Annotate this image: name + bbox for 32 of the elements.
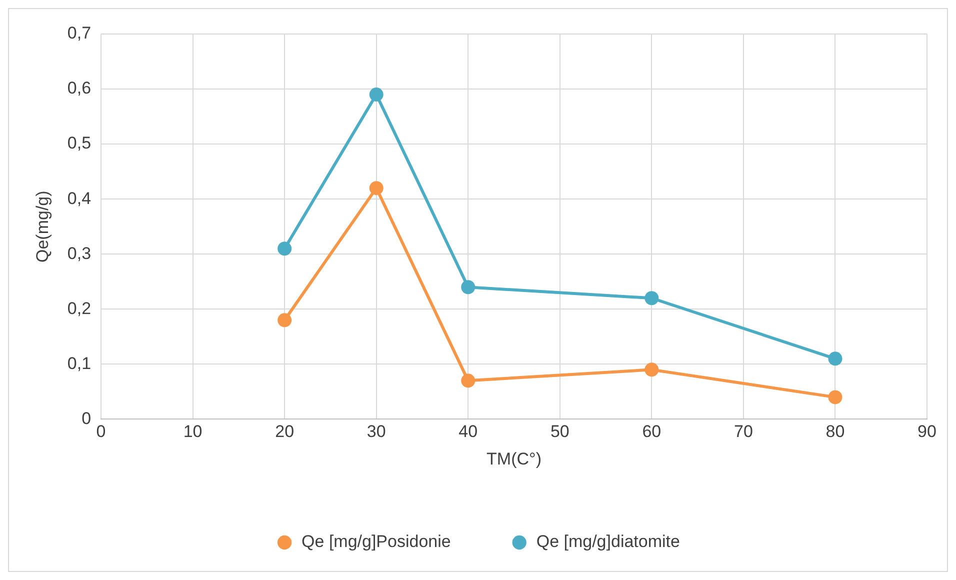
x-tick-label: 20 [275,422,294,442]
x-tick-label: 30 [366,422,386,442]
point [278,313,292,328]
x-tick-label: 80 [826,422,845,442]
point [369,88,384,102]
y-tick-label: 0,4 [67,188,92,208]
y-tick-label: 0,2 [67,298,92,318]
x-tick-label: 70 [734,422,753,442]
x-tick-label: 0 [96,422,106,442]
point [461,280,476,294]
y-tick-label: 0,3 [67,244,92,263]
y-tick-label: 0 [82,408,92,428]
point [369,181,384,196]
y-tick-label: 0,7 [67,24,92,43]
y-tick-label: 0,5 [67,134,92,153]
point [828,390,842,404]
x-tick-label: 10 [183,422,202,442]
y-axis-title: Qe(mg/g) [32,190,52,262]
point [461,374,476,388]
y-tick-label: 0,6 [67,78,92,98]
point [644,291,659,306]
x-tick-label: 60 [642,422,662,442]
legend-label: Qe [mg/g]Posidonie [302,532,451,552]
x-tick-label: 90 [918,422,936,442]
legend-label: Qe [mg/g]diatomite [536,532,680,552]
point [644,362,659,377]
y-tick-label: 0,1 [67,354,92,373]
x-tick-label: 50 [550,422,570,442]
x-tick-label: 40 [458,422,478,442]
point [828,352,842,366]
point [278,242,292,256]
x-axis-title: TM(C°) [486,449,542,468]
